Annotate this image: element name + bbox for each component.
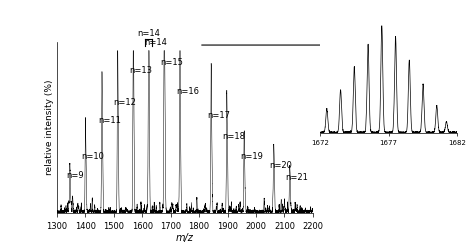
Text: n=15: n=15: [160, 58, 183, 67]
Text: n=9: n=9: [66, 171, 84, 180]
Text: n=12: n=12: [113, 98, 137, 107]
Text: n=20: n=20: [270, 162, 292, 170]
X-axis label: m/z: m/z: [176, 233, 194, 243]
Text: n=21: n=21: [285, 173, 309, 182]
Text: n=10: n=10: [82, 152, 104, 161]
Text: n=14: n=14: [137, 29, 160, 38]
Text: n=16: n=16: [176, 87, 199, 96]
Text: n=14: n=14: [145, 38, 167, 47]
Text: n=11: n=11: [98, 116, 121, 125]
Text: n=17: n=17: [207, 111, 230, 120]
Text: n=18: n=18: [223, 132, 246, 141]
Text: n=19: n=19: [240, 152, 263, 161]
Y-axis label: relative intensity (%): relative intensity (%): [45, 80, 54, 175]
Text: n=13: n=13: [129, 66, 152, 75]
